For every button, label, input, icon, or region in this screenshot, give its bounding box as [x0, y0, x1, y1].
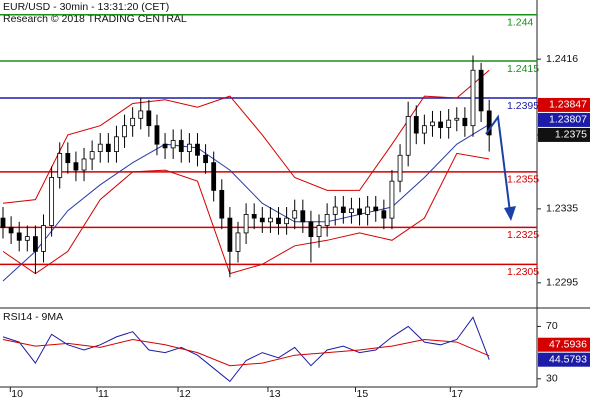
- candle-body: [186, 143, 192, 152]
- candle-body: [268, 217, 273, 223]
- y-tick-label: 70: [546, 320, 558, 332]
- price-tag: [538, 352, 590, 367]
- x-tick-label: 13: [269, 388, 281, 400]
- candle-body: [381, 210, 387, 219]
- candle-body: [227, 217, 233, 252]
- candle-body: [276, 217, 281, 225]
- candle-body: [41, 225, 46, 252]
- price-tag: [538, 127, 590, 142]
- candle-body: [357, 208, 362, 215]
- chart-title: EUR/USD - 30min - 13:31:20 (CET): [3, 1, 169, 13]
- candle-body: [235, 232, 241, 252]
- candle-body: [114, 136, 119, 152]
- candle-body: [211, 162, 217, 191]
- candle-body: [324, 214, 330, 226]
- arrow-line: [485, 114, 511, 213]
- candle-body: [251, 214, 257, 219]
- candle-body: [446, 119, 452, 128]
- level-label: 1.244: [507, 17, 533, 29]
- arrow-head: [504, 206, 516, 221]
- y-tick-label: 1.2295: [546, 277, 578, 289]
- candle-body: [438, 121, 443, 128]
- x-tick-label: 12: [179, 388, 191, 400]
- indicator-line: [2, 123, 490, 282]
- price-tag-label: 47.5936: [549, 338, 587, 350]
- forecast-arrow: [485, 114, 516, 221]
- price-tag: [538, 112, 590, 127]
- level-label: 1.2305: [507, 266, 539, 278]
- candle-body: [397, 154, 403, 182]
- candle-body: [65, 153, 71, 164]
- level-label: 1.2325: [507, 229, 539, 241]
- y-tick-label: 1.2416: [546, 53, 578, 65]
- candle-body: [146, 110, 152, 127]
- price-tag: [538, 97, 590, 112]
- indicator-line: [2, 316, 490, 383]
- candle-body: [470, 69, 476, 127]
- candle-body: [462, 117, 468, 127]
- candle-body: [389, 180, 395, 219]
- candle-body: [16, 232, 22, 241]
- candle-body: [259, 217, 265, 223]
- candle-body: [8, 226, 14, 234]
- candle-body: [170, 140, 176, 149]
- x-tick-label: 15: [356, 388, 368, 400]
- candle-body: [284, 217, 290, 225]
- candle-body: [73, 162, 79, 171]
- candle-body: [478, 69, 484, 112]
- candle-body: [203, 154, 208, 164]
- candle-body: [454, 117, 460, 121]
- price-tag: [538, 337, 590, 352]
- candle-body: [243, 214, 249, 234]
- level-label: 1.2355: [507, 174, 539, 186]
- candle-body: [413, 116, 419, 134]
- chart-subtitle: Research © 2018 TRADING CENTRAL: [3, 13, 187, 25]
- candle-body: [162, 143, 168, 149]
- candle-body: [486, 110, 492, 136]
- x-tick-label: 17: [451, 388, 463, 400]
- candle-body: [349, 208, 354, 213]
- candle-body: [308, 221, 314, 238]
- y-tick-label: 30: [546, 373, 558, 385]
- candle-body: [105, 143, 111, 152]
- candle-body: [49, 177, 55, 226]
- candle-body: [130, 117, 136, 127]
- rsi-title: RSI14 - 9MA: [3, 311, 63, 323]
- candle-body: [332, 206, 338, 215]
- price-tag-label: 1.23847: [549, 99, 587, 111]
- candle-body: [316, 225, 322, 238]
- candle-body: [219, 189, 225, 219]
- candle-body: [178, 140, 184, 152]
- candle-body: [373, 206, 379, 212]
- candle-body: [138, 110, 144, 119]
- candle-body: [24, 236, 30, 241]
- candle-body: [340, 206, 346, 213]
- candle-body: [122, 125, 127, 138]
- candle-body: [430, 121, 435, 127]
- x-tick-label: 11: [98, 388, 109, 400]
- x-tick-label: 10: [11, 388, 23, 400]
- candle-body: [292, 210, 298, 219]
- level-label: 1.2395: [507, 100, 539, 112]
- candle-body: [365, 206, 371, 215]
- price-tag-label: 1.2375: [555, 129, 587, 141]
- candle-body: [154, 125, 160, 145]
- candle-body: [421, 125, 427, 134]
- candle-body: [195, 143, 200, 156]
- candle-body: [300, 210, 306, 223]
- candle-body: [89, 151, 95, 160]
- level-label: 1.2415: [507, 63, 539, 75]
- indicator-line: [2, 338, 490, 367]
- candle-body: [97, 143, 103, 152]
- candle-body: [0, 217, 6, 228]
- candle-body: [33, 236, 38, 252]
- indicator-line: [2, 152, 490, 275]
- y-tick-label: 1.2335: [546, 203, 578, 215]
- price-tag-label: 1.23807: [549, 114, 587, 126]
- candle-body: [405, 116, 411, 156]
- price-tag-label: 44.5793: [549, 353, 587, 365]
- candle-body: [81, 158, 87, 171]
- candle-body: [57, 153, 63, 178]
